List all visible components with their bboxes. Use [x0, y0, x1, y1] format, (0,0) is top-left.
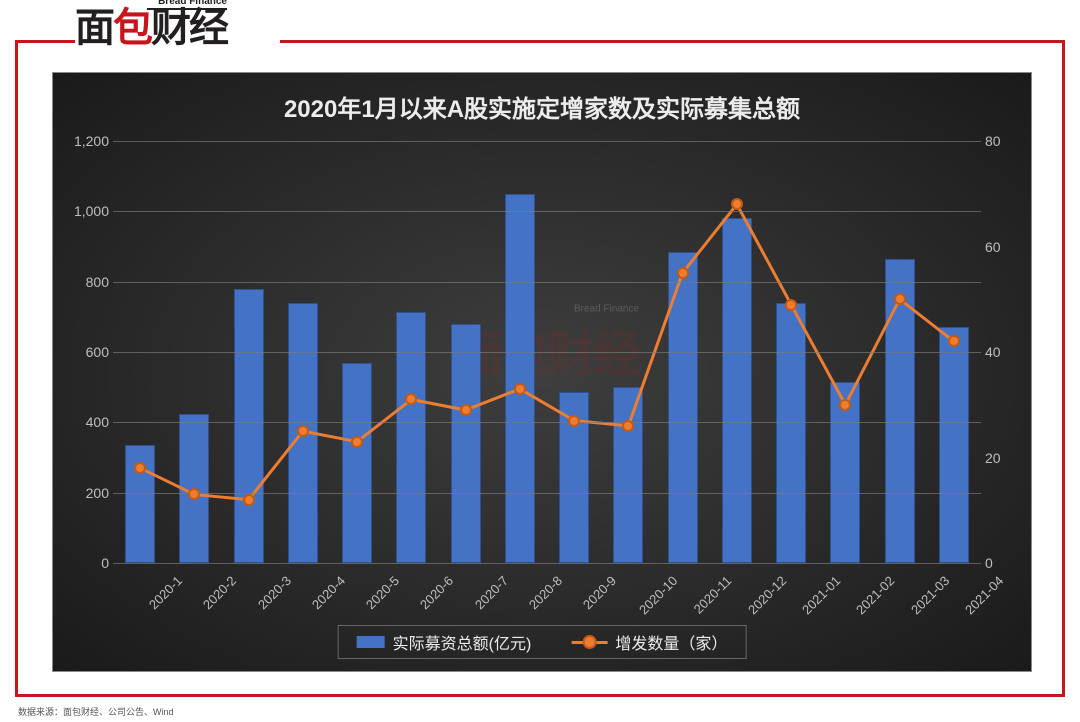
brand-logo-en-text: Bread Finance [158, 0, 227, 7]
x-tick-label: 2021-03 [908, 573, 952, 617]
line-marker [134, 462, 146, 474]
y-right-tick: 0 [985, 555, 1021, 571]
line-marker [731, 198, 743, 210]
bar [396, 312, 426, 563]
gridline [113, 352, 981, 353]
legend-label-bar: 实际募资总额(亿元) [393, 630, 532, 654]
logo-cn-2: 财经 [151, 8, 227, 48]
gridline [113, 422, 981, 423]
x-tick-label: 2020-11 [690, 573, 734, 617]
bar [668, 252, 698, 563]
line-marker [894, 293, 906, 305]
x-tick-label: 2020-3 [254, 573, 293, 612]
y-left-tick: 1,000 [69, 203, 109, 219]
line-marker [622, 420, 634, 432]
line-marker [297, 425, 309, 437]
chart-title: 2020年1月以来A股实施定增家数及实际募集总额 [53, 73, 1031, 134]
y-right-tick: 80 [985, 133, 1021, 149]
legend-item-line: 增发数量（家） [571, 630, 727, 654]
line-marker [405, 393, 417, 405]
bar [505, 194, 535, 563]
plot-area: Bread Finance 面包财经 02004006008001,0001,2… [113, 141, 981, 563]
y-right-tick: 40 [985, 344, 1021, 360]
legend: 实际募资总额(亿元) 增发数量（家） [338, 625, 747, 659]
y-left-tick: 800 [69, 274, 109, 290]
x-tick-label: 2020-2 [200, 573, 239, 612]
line-marker [460, 404, 472, 416]
line-marker [568, 415, 580, 427]
y-left-tick: 200 [69, 485, 109, 501]
line-marker [839, 399, 851, 411]
line-marker [677, 267, 689, 279]
y-right-tick: 20 [985, 450, 1021, 466]
x-tick-label: 2021-01 [799, 573, 843, 617]
brand-logo: Bread Finance 面包财经 [75, 8, 227, 48]
legend-item-bar: 实际募资总额(亿元) [357, 630, 532, 654]
y-right-tick: 60 [985, 239, 1021, 255]
x-tick-label: 2020-6 [417, 573, 456, 612]
line-marker [243, 494, 255, 506]
bar [776, 303, 806, 563]
line-marker [351, 436, 363, 448]
x-tick-label: 2021-02 [853, 573, 897, 617]
gridline [113, 282, 981, 283]
x-tick-label: 2020-10 [636, 573, 680, 617]
brand-logo-en: Bread Finance [147, 0, 227, 10]
x-tick-label: 2020-1 [146, 573, 185, 612]
line-marker [948, 335, 960, 347]
legend-label-line: 增发数量（家） [615, 630, 727, 654]
legend-swatch-line [571, 641, 607, 644]
x-tick-label: 2021-04 [962, 573, 1006, 617]
chart-card: 2020年1月以来A股实施定增家数及实际募集总额 Bread Finance 面… [52, 72, 1032, 672]
gridline [113, 141, 981, 142]
line-marker [514, 383, 526, 395]
bar [939, 327, 969, 563]
line-marker [785, 299, 797, 311]
x-tick-label: 2020-4 [309, 573, 348, 612]
y-left-tick: 600 [69, 344, 109, 360]
y-left-tick: 400 [69, 414, 109, 430]
line-marker [188, 488, 200, 500]
source-note: 数据来源：面包财经、公司公告、Wind [18, 705, 174, 718]
gridline [113, 493, 981, 494]
legend-swatch-bar [357, 636, 385, 648]
x-tick-label: 2020-9 [580, 573, 619, 612]
logo-cn-red: 包 [113, 8, 151, 48]
y-left-tick: 1,200 [69, 133, 109, 149]
x-tick-label: 2020-12 [745, 573, 789, 617]
bar [451, 324, 481, 563]
gridline [113, 563, 981, 564]
x-tick-label: 2020-5 [363, 573, 402, 612]
logo-cn-1: 面 [75, 8, 113, 48]
gridline [113, 211, 981, 212]
bar [342, 363, 372, 563]
bar [234, 289, 264, 563]
bar [722, 218, 752, 563]
x-tick-label: 2020-8 [526, 573, 565, 612]
bar [613, 387, 643, 563]
y-left-tick: 0 [69, 555, 109, 571]
x-tick-label: 2020-7 [471, 573, 510, 612]
